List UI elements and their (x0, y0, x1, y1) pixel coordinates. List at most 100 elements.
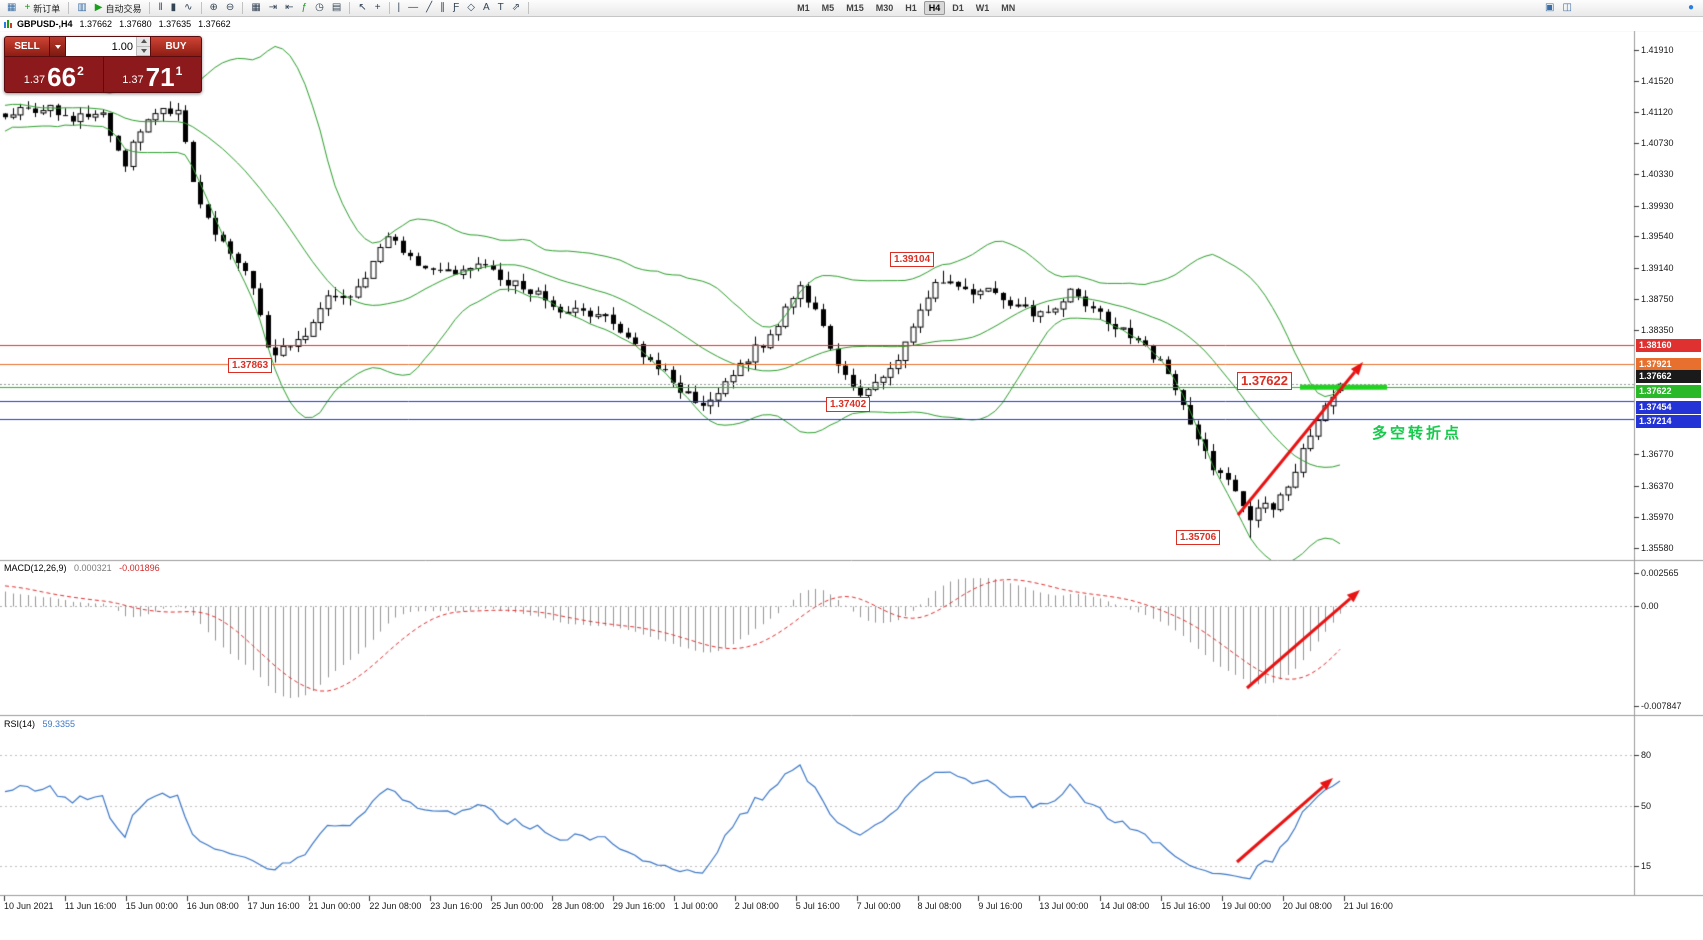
timeframe-w1-button[interactable]: W1 (975, 3, 990, 13)
price-scale-tick: 1.39930 (1641, 200, 1674, 211)
equidistant-channel-tool-icon: ∥ (440, 2, 446, 13)
sell-price-point: 2 (77, 64, 84, 78)
toolbar-separator (200, 2, 202, 14)
indicators-list-icon: ƒ (301, 2, 308, 13)
line-chart-button[interactable]: ∿ (181, 0, 195, 17)
buy-price-button[interactable]: 1.37 71 1 (104, 57, 202, 92)
chart-shift-button[interactable]: ⇤ (282, 0, 296, 17)
sell-button[interactable]: SELL (5, 37, 50, 56)
bar-chart-button[interactable]: ‖ (155, 0, 165, 17)
template-selector-button[interactable]: ▤ (329, 0, 344, 17)
timeframe-d1-button[interactable]: D1 (952, 3, 964, 13)
equidistant-channel-tool-button[interactable]: ∥ (437, 0, 448, 17)
fibonacci-tool-icon: Ƒ (453, 2, 460, 13)
buy-button[interactable]: BUY (150, 37, 201, 56)
volume-decrease-button[interactable] (137, 46, 150, 56)
indicators-list-button[interactable]: ƒ (299, 0, 311, 17)
time-axis-label: 7 Jul 00:00 (856, 901, 901, 911)
auto-trading-icon: ▶ (94, 2, 103, 13)
timeframe-h4-button[interactable]: H4 (923, 1, 946, 15)
vertical-line-tool-button[interactable]: | (395, 0, 404, 17)
fibonacci-tool-button[interactable]: Ƒ (450, 0, 462, 17)
market-watch-icon: ◫ (1562, 2, 1572, 13)
new-order-icon: + (24, 2, 31, 13)
time-axis-label: 21 Jun 00:00 (308, 901, 361, 911)
period-selector-icon: ◷ (315, 2, 324, 13)
chart-list-icon: ▥ (77, 2, 87, 13)
period-selector-button[interactable]: ◷ (312, 0, 327, 17)
timeframe-h1-button[interactable]: H1 (905, 3, 917, 13)
timeframe-m30-button[interactable]: M30 (875, 3, 894, 13)
crosshair-tool-icon: + (374, 2, 381, 13)
crosshair-tool-button[interactable]: + (372, 0, 384, 17)
horizontal-line-tool-button[interactable]: ― (405, 0, 421, 17)
timeframe-m1-button[interactable]: M1 (797, 3, 810, 13)
chart-list-button[interactable]: ▥ (74, 0, 89, 17)
open-chart-button[interactable]: ▦ (4, 0, 19, 17)
chart-symbol-period: GBPUSD-,H4 (17, 19, 73, 29)
time-axis-label: 13 Jul 00:00 (1039, 901, 1089, 911)
new-order-button[interactable]: + 新订单 (21, 0, 63, 17)
time-axis-label: 20 Jul 08:00 (1282, 901, 1332, 911)
timeframe-m5-button[interactable]: M5 (821, 3, 835, 13)
price-scale-tick: 1.41910 (1641, 45, 1674, 55)
price-scale-tick: 1.39140 (1641, 262, 1674, 273)
price-scale-marker: 1.37662 (1636, 370, 1701, 384)
volume-dropdown-button[interactable] (50, 37, 66, 56)
volume-increase-button[interactable] (137, 37, 150, 47)
time-axis-label: 11 Jun 16:00 (64, 901, 117, 911)
shapes-tool-icon: ◇ (467, 2, 475, 13)
chart-header: GBPUSD-,H4 1.37662 1.37680 1.37635 1.376… (0, 17, 1703, 31)
time-axis-label: 22 Jun 08:00 (369, 901, 422, 911)
toolbar-separator (149, 2, 151, 14)
macd-scale-label: 0.002565 (1641, 567, 1679, 578)
price-scale-marker: 1.37921 (1636, 357, 1701, 371)
chevron-down-icon (140, 48, 147, 53)
toolbar-right-group: ▣ ◫ (1541, 0, 1576, 17)
sell-price-button[interactable]: 1.37 66 2 (5, 57, 104, 92)
toolbar-separator (528, 2, 530, 14)
timeframe-mn-button[interactable]: MN (1001, 3, 1016, 13)
toolbar-separator (388, 2, 390, 14)
price-scale-tick: 1.36770 (1641, 449, 1674, 460)
auto-scroll-button[interactable]: ⇥ (266, 0, 280, 17)
new-order-label: 新订单 (33, 3, 61, 14)
price-label: 1.35706 (1176, 530, 1221, 545)
zoom-out-button[interactable]: ⊖ (223, 0, 237, 17)
price-label: 1.37863 (228, 358, 273, 373)
auto-trading-button[interactable]: ▶ 自动交易 (92, 0, 145, 17)
cursor-tool-button[interactable]: ↖ (355, 0, 369, 17)
macd-indicator-label: MACD(12,26,9) 0.000321 -0.001896 (4, 563, 160, 573)
price-label: 1.37622 (1237, 372, 1292, 390)
text-label-tool-button[interactable]: T (495, 0, 507, 17)
zoom-in-button[interactable]: ⊕ (207, 0, 221, 17)
buy-price-point: 1 (175, 64, 183, 78)
community-icon: ● (1687, 2, 1694, 13)
sell-price-main: 1.37 (23, 74, 46, 86)
market-watch-button[interactable]: ◫ (1560, 0, 1575, 17)
timeframe-group: M1 M5 M15 M30 H1 H4 D1 W1 MN (791, 1, 1021, 15)
tile-windows-button[interactable]: ▦ (248, 0, 263, 17)
tile-windows-icon: ▦ (251, 2, 261, 13)
template-selector-icon: ▤ (331, 2, 342, 13)
volume-input[interactable] (66, 37, 136, 56)
price-scale-marker: 1.37622 (1636, 385, 1701, 399)
buy-price-pips: 71 (145, 62, 175, 92)
price-label: 1.39104 (890, 252, 935, 267)
candlestick-chart-button[interactable]: ▮ (168, 0, 180, 17)
auto-scroll-icon: ⇥ (268, 2, 278, 13)
trendline-tool-button[interactable]: ╱ (423, 0, 435, 17)
quote-high: 1.37680 (119, 19, 152, 29)
shapes-tool-button[interactable]: ◇ (464, 0, 478, 17)
data-window-button[interactable]: ▣ (1542, 0, 1557, 17)
timeframe-m15-button[interactable]: M15 (846, 3, 864, 13)
cursor-tool-icon: ↖ (358, 2, 367, 13)
text-tool-button[interactable]: A (480, 0, 493, 17)
time-axis-label: 8 Jul 08:00 (917, 901, 962, 911)
auto-trading-label: 自动交易 (105, 3, 142, 14)
community-button[interactable]: ● (1685, 0, 1697, 17)
text-tool-icon: A (482, 2, 490, 13)
arrow-tool-button[interactable]: ⇗ (509, 0, 523, 17)
price-scale-tick: 1.41520 (1641, 75, 1674, 86)
